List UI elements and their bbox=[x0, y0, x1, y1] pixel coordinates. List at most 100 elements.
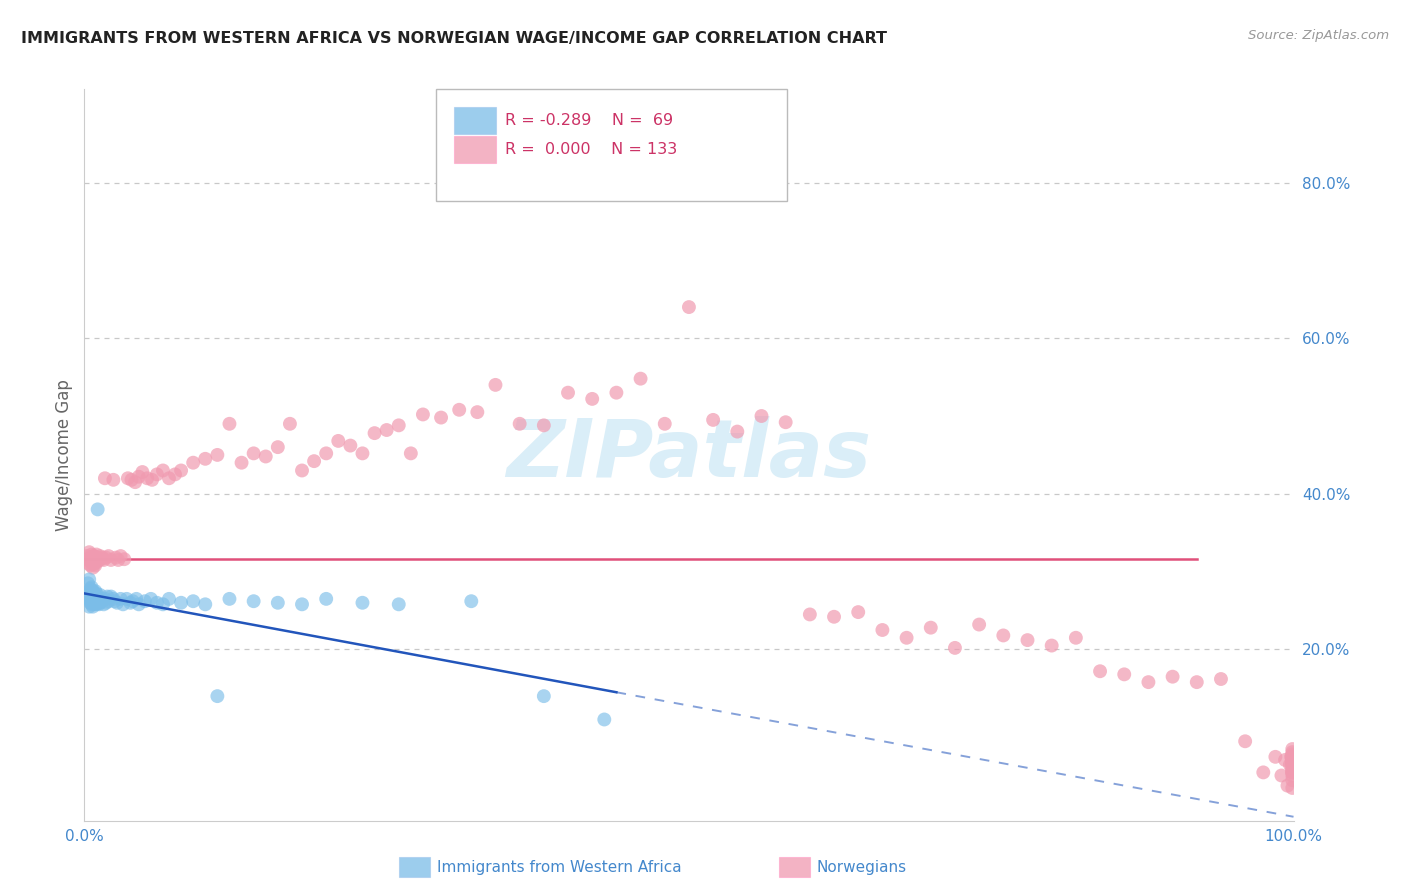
Point bbox=[194, 451, 217, 466]
Point bbox=[557, 385, 579, 400]
Point bbox=[84, 558, 107, 573]
Point bbox=[82, 550, 104, 565]
Point bbox=[218, 591, 240, 606]
Point bbox=[1277, 779, 1299, 793]
Point bbox=[79, 590, 101, 604]
Point bbox=[77, 584, 100, 599]
Point bbox=[86, 555, 108, 569]
Point bbox=[1234, 734, 1257, 748]
Point bbox=[87, 553, 110, 567]
Point bbox=[1040, 639, 1063, 653]
Point bbox=[1281, 753, 1303, 767]
Point bbox=[89, 549, 111, 563]
Point bbox=[430, 410, 453, 425]
Point bbox=[533, 418, 555, 433]
Point bbox=[86, 502, 108, 516]
Point bbox=[83, 557, 105, 571]
Point bbox=[775, 415, 797, 429]
Point bbox=[112, 597, 135, 611]
Point bbox=[1281, 765, 1303, 780]
Point bbox=[267, 440, 290, 454]
Point bbox=[90, 591, 112, 606]
Point bbox=[91, 550, 114, 565]
Point bbox=[86, 586, 108, 600]
Text: ZIPatlas: ZIPatlas bbox=[506, 416, 872, 494]
Point bbox=[83, 586, 105, 600]
Point bbox=[1088, 665, 1111, 679]
Point bbox=[94, 591, 117, 606]
Point bbox=[86, 550, 108, 565]
Point bbox=[86, 590, 108, 604]
Point bbox=[1281, 751, 1303, 765]
Point bbox=[1281, 768, 1303, 782]
Point bbox=[89, 596, 111, 610]
Point bbox=[80, 548, 103, 562]
Point bbox=[207, 689, 229, 703]
Point bbox=[104, 594, 127, 608]
Point bbox=[165, 467, 187, 482]
Point bbox=[139, 591, 162, 606]
Point bbox=[725, 425, 748, 439]
Point bbox=[152, 597, 174, 611]
Point bbox=[242, 594, 264, 608]
Point bbox=[82, 590, 104, 604]
Text: Source: ZipAtlas.com: Source: ZipAtlas.com bbox=[1249, 29, 1389, 42]
Point bbox=[194, 597, 217, 611]
Point bbox=[593, 713, 616, 727]
Point bbox=[1161, 670, 1184, 684]
Point bbox=[121, 594, 143, 608]
Point bbox=[267, 596, 290, 610]
Point bbox=[90, 552, 112, 566]
Text: Norwegians: Norwegians bbox=[817, 860, 907, 874]
Point bbox=[84, 584, 107, 599]
Point bbox=[363, 426, 385, 441]
Point bbox=[823, 609, 845, 624]
Point bbox=[291, 597, 314, 611]
Point bbox=[1281, 761, 1303, 775]
Point bbox=[110, 591, 132, 606]
Point bbox=[96, 590, 118, 604]
Point bbox=[1281, 763, 1303, 777]
Point bbox=[79, 558, 101, 573]
Point bbox=[207, 448, 229, 462]
Point bbox=[79, 550, 101, 565]
Point bbox=[124, 475, 146, 490]
Point bbox=[120, 596, 142, 610]
Point bbox=[920, 621, 942, 635]
Point bbox=[181, 456, 204, 470]
Point bbox=[1281, 761, 1303, 775]
Point bbox=[1281, 756, 1303, 770]
Point bbox=[103, 591, 125, 606]
Point bbox=[1270, 768, 1292, 782]
Point bbox=[97, 549, 120, 563]
Point bbox=[91, 594, 114, 608]
Point bbox=[110, 549, 132, 563]
Point bbox=[1274, 753, 1296, 767]
Point bbox=[399, 446, 422, 460]
Point bbox=[77, 553, 100, 567]
Point bbox=[388, 597, 411, 611]
Point bbox=[388, 418, 411, 433]
Point bbox=[291, 463, 314, 477]
Point bbox=[94, 596, 117, 610]
Point bbox=[89, 588, 111, 602]
Point bbox=[107, 553, 129, 567]
Point bbox=[1281, 757, 1303, 772]
Point bbox=[104, 550, 127, 565]
Point bbox=[170, 463, 193, 477]
Point bbox=[77, 545, 100, 559]
Point bbox=[1279, 749, 1302, 764]
Point bbox=[1185, 675, 1208, 690]
Point bbox=[152, 463, 174, 477]
Point bbox=[1137, 675, 1160, 690]
Point bbox=[943, 640, 966, 655]
Point bbox=[80, 555, 103, 569]
Point bbox=[128, 597, 150, 611]
Point bbox=[125, 591, 148, 606]
Point bbox=[1281, 747, 1303, 762]
Point bbox=[80, 597, 103, 611]
Point bbox=[82, 584, 104, 599]
Point bbox=[702, 413, 724, 427]
Point bbox=[84, 552, 107, 566]
Point bbox=[86, 597, 108, 611]
